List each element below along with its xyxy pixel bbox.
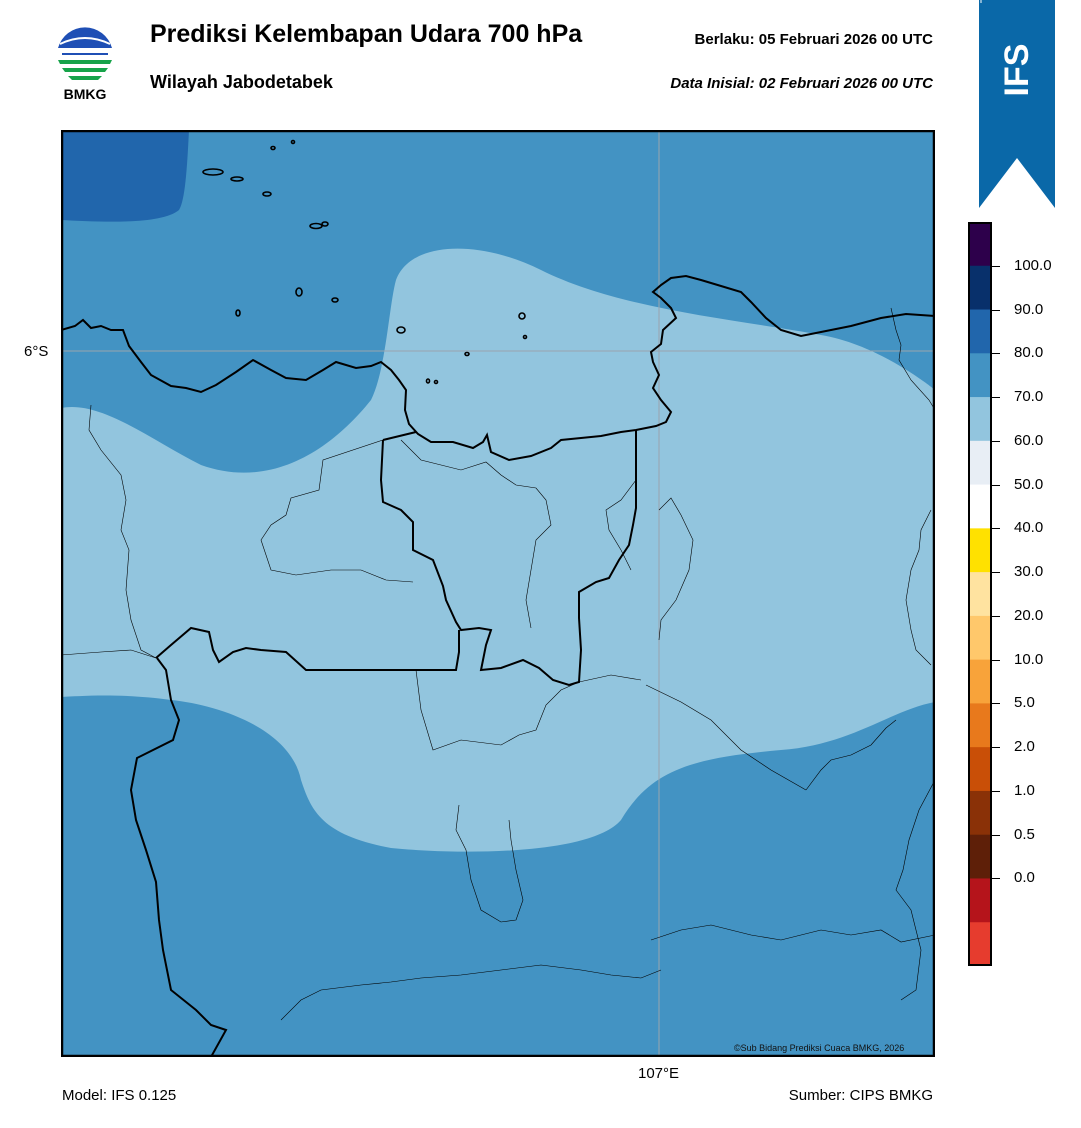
map-title: Prediksi Kelembapan Udara 700 hPa [150, 20, 583, 48]
colorbar-label: 50.0 [1014, 475, 1044, 493]
colorbar-swatch [968, 572, 992, 617]
colorbar-swatch [968, 309, 992, 354]
province-boundary-north [382, 431, 417, 441]
colorbar-label: 5.0 [1014, 694, 1035, 712]
colorbar-tick [992, 659, 1000, 661]
colorbar-tick [992, 309, 1000, 311]
colorbar-swatch [968, 265, 992, 311]
valid-time: Berlaku: 05 Februari 2026 00 UTC [694, 31, 933, 48]
colorbar-tick [992, 440, 1000, 442]
colorbar-swatch [968, 878, 992, 923]
colorbar-swatch [968, 615, 992, 661]
humidity-map [61, 130, 935, 1057]
map-frame [61, 130, 935, 1057]
colorbar-label: 70.0 [1014, 388, 1044, 406]
ifs-banner [979, 0, 1055, 208]
colorbar-tick [992, 834, 1000, 836]
coastline-north [61, 274, 935, 462]
colorbar-swatch [968, 528, 992, 573]
colorbar-tick [992, 528, 1000, 530]
province-boundary-south [155, 626, 460, 671]
bmkg-logo-text: BMKG [63, 86, 107, 102]
colorbar-swatch [968, 397, 992, 442]
bmkg-logo-icon [55, 22, 115, 82]
colorbar-tick [992, 747, 1000, 749]
colorbar-tick [992, 703, 1000, 705]
colorbar-label: 100.0 [1014, 256, 1052, 274]
colorbar-tick [992, 878, 1000, 880]
colorbar-label: 20.0 [1014, 606, 1044, 624]
model-label: Model: IFS 0.125 [62, 1087, 177, 1104]
colorbar-swatch [968, 659, 992, 704]
colorbar-swatch [968, 353, 992, 398]
colorbar-tick [992, 484, 1000, 486]
colorbar-label: 90.0 [1014, 300, 1044, 318]
regency-boundaries [61, 307, 935, 1021]
map-credit: ©Sub Bidang Prediksi Cuaca BMKG, 2026 [734, 1043, 905, 1053]
colorbar-tick [992, 397, 1000, 399]
colorbar-tick [992, 265, 1000, 267]
humidity-band-60-70 [61, 248, 935, 852]
colorbar-label: 0.5 [1014, 825, 1035, 843]
colorbar-tick [992, 572, 1000, 574]
ifs-banner-text: IFS [997, 43, 1036, 97]
lat-tick-label: 6°S [24, 343, 49, 360]
humidity-band-80-90 [61, 130, 189, 222]
colorbar-label: 80.0 [1014, 344, 1044, 362]
colorbar-tick [992, 615, 1000, 617]
colorbar-tick [992, 790, 1000, 792]
colorbar-label: 1.0 [1014, 781, 1035, 799]
colorbar-swatch [968, 222, 992, 267]
colorbar-label: 2.0 [1014, 738, 1035, 756]
colorbar [968, 222, 992, 966]
colorbar-swatch [968, 703, 992, 748]
colorbar-label: 10.0 [1014, 650, 1044, 668]
islands [202, 139, 528, 385]
region-subtitle: Wilayah Jabodetabek [150, 72, 333, 92]
colorbar-swatch [968, 922, 992, 966]
source-label: Sumber: CIPS BMKG [788, 1087, 933, 1104]
colorbar-label: 40.0 [1014, 519, 1044, 537]
province-boundary-east [379, 430, 637, 687]
colorbar-swatch [968, 484, 992, 529]
lon-tick-label: 107°E [638, 1065, 680, 1082]
colorbar-label: 30.0 [1014, 563, 1044, 581]
colorbar-label: 60.0 [1014, 431, 1044, 449]
colorbar-swatch [968, 440, 992, 486]
colorbar-swatch [968, 790, 992, 836]
coastline-west [129, 657, 228, 1057]
colorbar-tick [992, 353, 1000, 355]
init-time: Data Inisial: 02 Februari 2026 00 UTC [670, 75, 933, 92]
colorbar-swatch [968, 834, 992, 879]
colorbar-label: 0.0 [1014, 869, 1035, 887]
colorbar-swatch [968, 747, 992, 792]
